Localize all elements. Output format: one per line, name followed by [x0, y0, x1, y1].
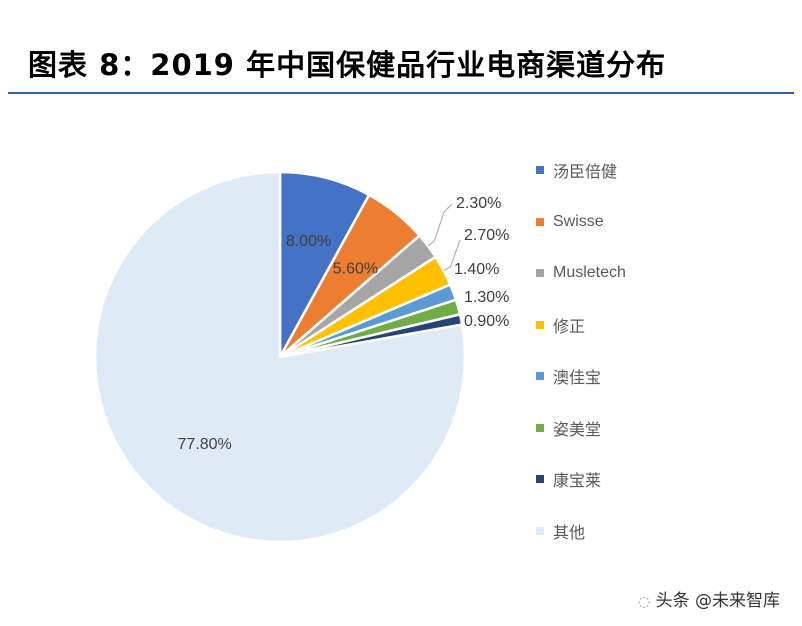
legend-label: Swisse	[553, 212, 604, 230]
legend-item-xiuzheng: 修正	[536, 313, 585, 337]
legend-label: 澳佳宝	[553, 370, 602, 387]
legend-item-tangchen: 汤臣倍健	[536, 158, 617, 182]
legend-item-aojiabao: 澳佳宝	[536, 364, 601, 388]
title-divider	[8, 92, 794, 94]
data-label-xiuzheng: 2.70%	[464, 227, 509, 244]
legend-item-zimeitang: 姿美堂	[536, 416, 601, 440]
data-label-zimeitang: 1.30%	[464, 289, 509, 306]
pie-slice-other	[93, 170, 467, 544]
data-label-kangbaolai: 0.90%	[464, 313, 509, 330]
legend-swatch	[536, 166, 544, 174]
legend-label: 康宝莱	[553, 473, 602, 490]
legend-item-musletech: Musletech	[536, 261, 626, 285]
leader-line-musletech	[427, 203, 453, 247]
chart-title: 图表 8：2019 年中国保健品行业电商渠道分布	[28, 48, 667, 82]
legend-label: Musletech	[553, 264, 626, 281]
legend-label: 修正	[553, 318, 586, 336]
legend-swatch	[536, 372, 544, 380]
legend-item-other: 其他	[536, 519, 585, 543]
data-label-tangchen: 8.00%	[286, 233, 331, 250]
chat-bubble-icon: ◌	[638, 594, 651, 610]
legend-label: 其他	[553, 524, 586, 542]
legend-swatch	[536, 423, 544, 432]
watermark: ◌ 头条 @未来智库	[638, 586, 780, 611]
leader-line-xiuzheng	[443, 239, 461, 271]
data-label-musletech: 2.30%	[456, 195, 501, 212]
watermark-text: 头条 @未来智库	[655, 591, 781, 611]
data-label-aojiabao: 1.40%	[454, 261, 499, 278]
legend-label: 汤臣倍健	[553, 164, 618, 181]
legend-swatch	[536, 475, 544, 483]
data-label-other: 77.80%	[178, 436, 232, 453]
legend-swatch	[536, 217, 544, 226]
legend-item-swisse: Swisse	[536, 210, 604, 234]
legend-swatch	[536, 320, 544, 329]
legend-swatch	[536, 269, 544, 277]
data-label-swisse: 5.60%	[333, 261, 378, 278]
legend-item-kangbaolai: 康宝莱	[536, 467, 601, 491]
pie-slice-tangchen	[278, 170, 371, 358]
legend-label: 姿美堂	[553, 421, 602, 439]
legend-swatch	[536, 526, 544, 535]
